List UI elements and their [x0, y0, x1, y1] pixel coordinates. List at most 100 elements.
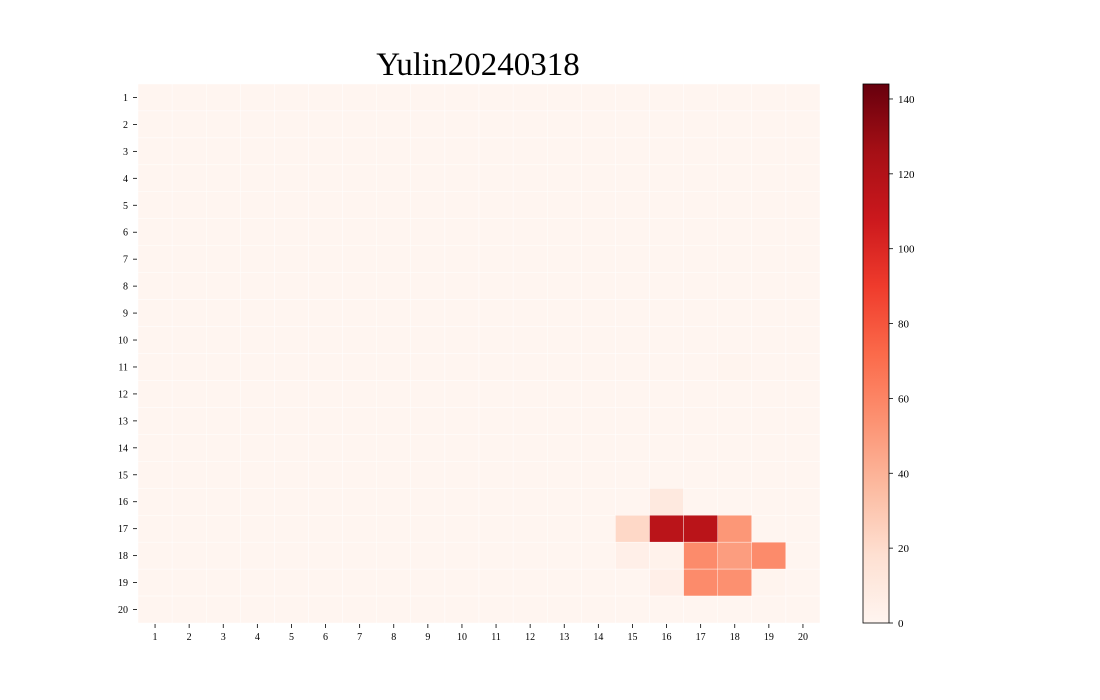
x-tick-label: 10: [457, 632, 467, 643]
heatmap-cell: [342, 434, 377, 462]
heatmap-cell: [547, 164, 582, 193]
heatmap-cell: [240, 83, 275, 112]
heatmap-cell: [717, 110, 753, 139]
heatmap-cell: [205, 380, 241, 408]
heatmap-cell: [478, 110, 514, 139]
heatmap-cell: [137, 568, 173, 597]
heatmap-cell: [512, 407, 548, 435]
y-tick-label: 18: [118, 551, 128, 562]
heatmap-cell: [308, 218, 343, 246]
heatmap-cell: [512, 353, 548, 381]
heatmap-cell: [137, 461, 173, 489]
heatmap-cell: [615, 434, 650, 462]
heatmap-cell: [615, 568, 650, 597]
heatmap-cell: [274, 272, 309, 300]
heatmap-cell: [137, 191, 173, 219]
x-tick-label: 6: [323, 632, 328, 643]
heatmap-cell: [649, 245, 684, 273]
heatmap-cell: [547, 110, 582, 139]
heatmap-cell: [478, 83, 514, 112]
x-tick-label: 12: [525, 632, 535, 643]
heatmap-cell: [581, 110, 616, 139]
heatmap-cell: [240, 137, 275, 166]
y-tick-label: 4: [123, 174, 128, 185]
heatmap-cell: [751, 83, 787, 112]
heatmap-cell: [717, 353, 753, 381]
heatmap-cell: [274, 326, 309, 354]
heatmap-cell: [547, 218, 582, 246]
heatmap-cell: [547, 83, 582, 112]
heatmap-cell: [205, 595, 241, 624]
heatmap-cell: [717, 83, 753, 112]
heatmap-cell: [444, 272, 480, 300]
heatmap-cell: [683, 272, 718, 300]
heatmap-cell: [649, 164, 684, 193]
heatmap-cell: [240, 515, 275, 543]
heatmap-cell: [649, 218, 684, 246]
heatmap-cell: [308, 137, 343, 166]
heatmap-cell: [444, 568, 480, 597]
heatmap-cell: [137, 541, 173, 570]
heatmap-cell: [478, 272, 514, 300]
heatmap-cell: [478, 326, 514, 354]
heatmap-cell: [137, 137, 173, 166]
heatmap-cell: [342, 164, 377, 193]
heatmap-cell: [717, 568, 753, 597]
heatmap-cell: [615, 164, 650, 193]
x-tick-label: 20: [798, 632, 808, 643]
heatmap-cell: [205, 434, 241, 462]
heatmap-cell: [751, 434, 787, 462]
heatmap-cell: [137, 218, 173, 246]
heatmap-cell: [512, 515, 548, 543]
heatmap-cell: [615, 299, 650, 327]
colorbar: 0 20 40 60 80 100 120 140: [862, 83, 915, 630]
heatmap-cell: [751, 299, 787, 327]
heatmap-cell: [444, 488, 480, 516]
heatmap-cell: [751, 110, 787, 139]
heatmap-cell: [785, 407, 821, 435]
heatmap-cell: [751, 488, 787, 516]
heatmap-cell: [205, 245, 241, 273]
heatmap-cell: [342, 541, 377, 570]
heatmap-cell: [410, 541, 446, 570]
heatmap-cell: [137, 407, 173, 435]
heatmap-cell: [683, 488, 718, 516]
heatmap-cell: [171, 326, 207, 354]
heatmap-cell: [444, 515, 480, 543]
heatmap-cell: [512, 272, 548, 300]
heatmap-cell: [274, 218, 309, 246]
heatmap-cell: [376, 488, 412, 516]
heatmap-cell: [410, 407, 446, 435]
colorbar-tick-label: 140: [898, 94, 915, 106]
heatmap-cell: [751, 245, 787, 273]
heatmap-cell: [785, 353, 821, 381]
heatmap-cell: [751, 164, 787, 193]
heatmap-cell: [205, 137, 241, 166]
heatmap-cell: [581, 245, 616, 273]
heatmap-cell: [342, 595, 377, 624]
heatmap-cell: [683, 218, 718, 246]
heatmap-cell: [478, 434, 514, 462]
heatmap-cell: [205, 515, 241, 543]
x-tick-label: 2: [187, 632, 192, 643]
heatmap-cell: [171, 568, 207, 597]
y-tick-label: 3: [123, 147, 128, 158]
heatmap-cell: [444, 434, 480, 462]
x-tick-label: 8: [391, 632, 396, 643]
heatmap-cell: [785, 541, 821, 570]
heatmap-cell: [240, 407, 275, 435]
heatmap-cell: [547, 568, 582, 597]
heatmap-cell: [683, 434, 718, 462]
heatmap-cell: [308, 434, 343, 462]
heatmap-cell: [410, 299, 446, 327]
heatmap-cell: [785, 595, 821, 624]
heatmap-cell: [683, 461, 718, 489]
x-axis: 1 2 3 4 5 6 7 8 9 10 11 12 13 14 15 16 17 18 19 20: [153, 624, 808, 643]
heatmap-cell: [240, 245, 275, 273]
heatmap-cell: [274, 515, 309, 543]
heatmap-cell: [717, 137, 753, 166]
heatmap-cell: [478, 595, 514, 624]
heatmap-cell: [547, 515, 582, 543]
heatmap-cell: [205, 326, 241, 354]
